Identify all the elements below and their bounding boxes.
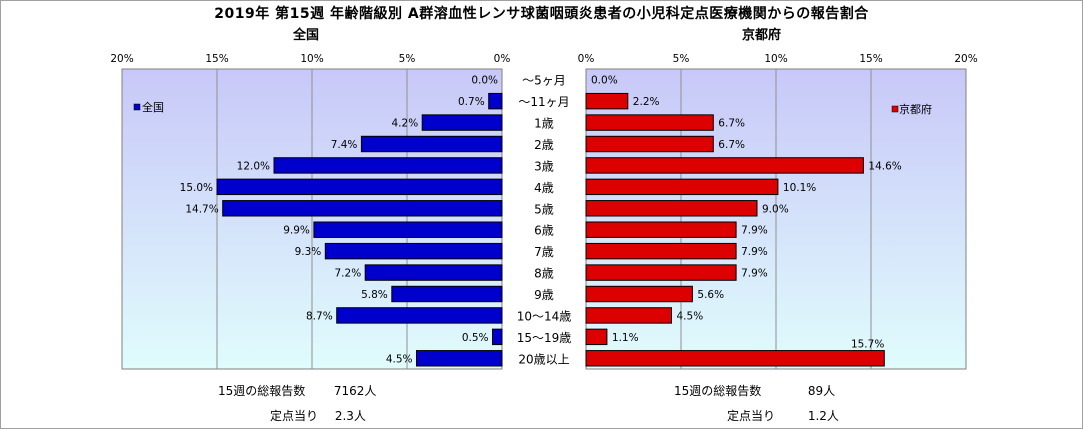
right-data-label: 10.1% [783,182,816,194]
right-bar [585,92,629,110]
right-per-label: 定点当り [727,409,776,423]
right-total-value: 89人 [807,384,836,398]
right-bar [585,178,779,196]
category-label: 15～19歳 [517,331,572,345]
left-data-label: 4.2% [392,118,419,130]
right-bar [585,285,693,303]
left-data-label: 5.8% [361,289,388,301]
left-bar [488,92,503,110]
left-tick-label: 10% [300,53,323,65]
right-data-label: 6.7% [718,118,745,130]
right-tick-label: 10% [764,53,787,65]
right-bar [585,200,758,217]
right-data-label: 14.6% [868,160,901,172]
left-data-label: 7.4% [331,139,358,151]
left-tick-label: 20% [110,53,133,65]
category-label: ～5ヶ月 [522,74,566,88]
right-tick-label: 0% [578,53,595,65]
left-data-label: 15.0% [180,182,213,194]
right-footer-per: 定点当り 1.2人 [727,407,839,424]
right-panel-title: 京都府 [742,28,782,43]
category-label: 2歳 [534,138,554,152]
left-panel-title: 全国 [293,28,320,43]
left-footer-total: 15週の総報告数 7162人 [218,382,376,399]
category-label: 4歳 [534,181,554,195]
category-label: 20歳以上 [518,352,569,366]
left-bar [324,242,503,260]
left-data-label: 7.2% [335,268,362,280]
left-per-label: 定点当り [270,409,319,423]
left-data-label: 12.0% [237,160,270,172]
category-label: 6歳 [534,224,554,238]
left-bar [391,285,503,303]
left-legend-swatch [133,103,141,111]
right-tick-label: 5% [673,53,690,65]
category-label: 8歳 [534,267,554,281]
right-bar [585,157,864,174]
left-bar [222,200,503,217]
left-tick-label: 0% [494,53,511,65]
left-bar [364,264,503,281]
right-data-label: 4.5% [677,310,704,322]
left-data-label: 4.5% [386,353,413,365]
right-bar [585,307,672,324]
left-footer-per: 定点当り 2.3人 [270,407,366,424]
left-total-value: 7162人 [333,384,377,398]
left-data-label: 8.7% [306,310,333,322]
right-legend-label: 京都府 [899,102,932,116]
right-tick-label: 15% [859,53,882,65]
right-per-value: 1.2人 [807,409,839,423]
category-label: ～11ヶ月 [518,95,569,109]
left-bar [492,328,503,346]
left-bar [336,307,503,324]
right-tick-label: 20% [954,53,977,65]
left-bar [360,135,503,153]
right-bar [585,350,885,367]
left-data-label: 14.7% [185,203,218,215]
category-label: 7歳 [534,245,554,259]
right-data-label: 1.1% [612,332,639,344]
right-data-label: 0.0% [591,75,618,87]
left-data-label: 9.3% [295,246,322,258]
category-label: 9歳 [534,288,554,302]
right-bar [585,264,737,281]
left-legend-label: 全国 [142,100,164,114]
right-data-label: 9.0% [762,203,789,215]
left-total-label: 15週の総報告数 [218,384,306,398]
right-data-label: 7.9% [741,246,768,258]
left-data-label: 0.5% [462,332,489,344]
right-data-label: 2.2% [633,96,660,108]
right-data-label: 7.9% [741,225,768,237]
category-label: 5歳 [534,202,554,216]
left-data-label: 0.0% [471,75,498,87]
left-bar [216,178,503,196]
left-tick-label: 15% [205,53,228,65]
right-bar [585,135,714,153]
left-bar [416,350,503,367]
left-tick-label: 5% [399,53,416,65]
left-data-label: 0.7% [458,96,485,108]
left-bar [421,114,503,131]
left-bar [313,221,503,238]
right-legend-swatch [891,105,899,113]
left-per-value: 2.3人 [334,409,366,423]
right-data-label: 5.6% [697,289,724,301]
category-label: 1歳 [534,117,554,131]
right-data-label: 6.7% [718,139,745,151]
right-bar [585,242,737,260]
chart-title: 2019年 第15週 年齢階級別 A群溶血性レンサ球菌咽頭炎患者の小児科定点医療… [214,6,869,22]
category-label: 10～14歳 [517,309,572,323]
right-data-label: 7.9% [741,268,768,280]
right-bar [585,114,714,131]
category-label: 3歳 [534,159,554,173]
right-bar [585,328,608,346]
left-bar [273,157,503,174]
right-data-label: 15.7% [851,339,884,351]
left-data-label: 9.9% [283,225,310,237]
right-total-label: 15週の総報告数 [674,384,762,398]
right-bar [585,221,737,238]
right-footer-total: 15週の総報告数 89人 [674,382,835,399]
